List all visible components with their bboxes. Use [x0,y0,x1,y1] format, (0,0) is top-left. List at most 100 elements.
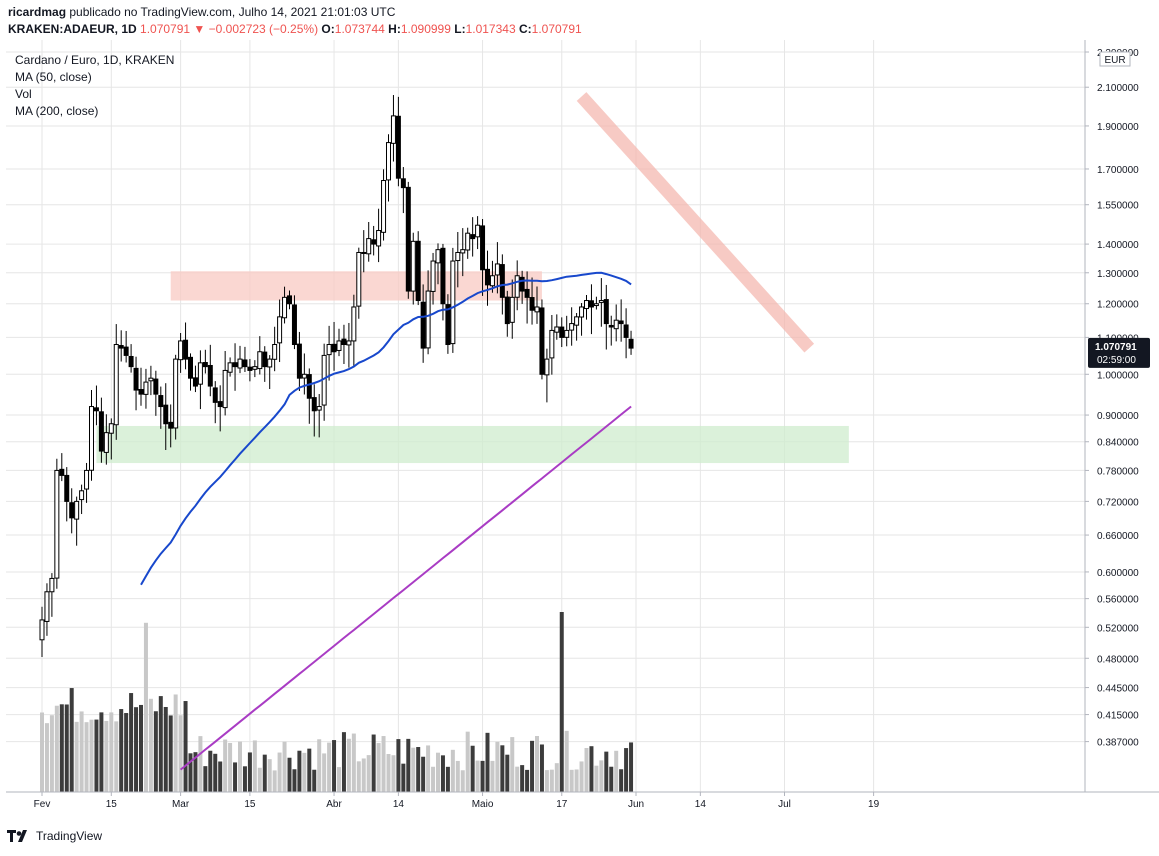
footer-brand[interactable]: TradingView [6,828,102,844]
legend-ma200[interactable]: MA (200, close) [15,104,99,118]
volume-bar [332,740,337,792]
volume-bar [183,701,188,792]
candle-up [430,260,436,292]
candle-down [306,374,312,399]
volume-bar [198,736,203,792]
candle-up [148,377,154,382]
volume-bar [178,715,183,792]
volume-bar [549,769,554,792]
candle-down [504,296,510,325]
candle-up [569,323,575,331]
candle-up [84,469,90,490]
candle-up [514,275,520,298]
volume-bar [376,743,381,792]
author-name[interactable]: ricardmag [8,5,67,19]
candle-down [618,320,624,325]
volume-bar [505,754,510,792]
volume-bar [485,732,490,792]
volume-bar [228,742,233,792]
volume-bar [530,740,535,792]
last-price: 1.070791 [140,22,191,36]
volume-bar [277,752,282,792]
candle-down [559,326,565,338]
candle-down [405,186,411,292]
currency-box [1099,51,1131,67]
close-label: C: [518,22,532,36]
candle-up [381,180,387,233]
volume-bar [440,755,445,792]
volume-bar [74,721,79,792]
candle-up [301,373,307,379]
plot-area [6,40,1085,792]
x-tick-label: Jun [628,799,644,810]
volume-bar [460,770,465,792]
candle-down [59,468,65,476]
volume-bar [391,755,396,792]
last-price-label: 1.070791 [1095,342,1137,353]
candle-up [173,358,179,429]
volume-bar [450,749,455,792]
candle-up [465,232,471,251]
price-chart[interactable]: 2.3000002.1000001.9000001.7000001.550000… [0,40,1159,820]
volume-bar [574,769,579,792]
last-price-badge [1088,337,1150,368]
candle-down [341,338,347,346]
x-tick-label: 19 [868,799,880,810]
legend-vol[interactable]: Vol [15,87,32,101]
volume-bar [431,766,436,792]
low-value: 1.017343 [465,22,516,36]
volume-bar [163,706,168,792]
candle-up [178,340,184,361]
candle-down [445,304,451,346]
candle-down [118,345,124,349]
candle-down [128,355,134,368]
volume-bar [208,750,213,792]
candle-up [277,316,283,344]
candle-up [390,115,396,144]
down-arrow-icon: ▼ [193,22,206,36]
y-tick-label: 1.900000 [1097,122,1139,133]
volume-bar [272,770,277,792]
legend-ma50[interactable]: MA (50, close) [15,70,92,84]
volume-bar [614,750,619,792]
volume-bar [396,739,401,792]
candle-up [544,358,550,376]
volume-bar [341,732,346,792]
volume-bar [490,760,495,792]
volume-bar [193,752,198,792]
candle-up [346,340,352,346]
tradingview-logo-icon [7,830,27,842]
candle-up [267,358,273,368]
chart-header: ricardmag publicado no TradingView.com, … [0,0,1159,44]
candle-down [420,301,426,349]
volume-bar [604,751,609,792]
volume-bar [267,759,272,792]
symbol-label: KRAKEN:ADAEUR, 1D [8,22,137,36]
volume-bar [520,765,525,792]
volume-bar [366,755,371,792]
candle-down [262,351,268,368]
volume-bar [282,741,287,792]
publish-line: ricardmag publicado no TradingView.com, … [8,5,395,19]
candle-up [386,142,391,181]
volume-bar [475,760,480,792]
candle-down [207,364,213,387]
candle-up [103,432,109,453]
y-tick-label: 1.300000 [1097,269,1139,280]
volume-bar [629,742,634,792]
legend: Cardano / Euro, 1D, KRAKEN MA (50, close… [15,52,174,120]
volume-bar [619,769,624,792]
candle-down [69,502,75,519]
volume-bar [609,766,614,792]
volume-bar [470,745,475,792]
volume-bar [84,722,89,792]
volume-bar [129,693,134,792]
candle-up [376,230,382,247]
candle-down [296,343,302,379]
volume-bar [317,739,322,792]
candle-down [93,407,99,412]
y-tick-label: 0.445000 [1097,684,1139,695]
volume-bar [143,622,148,792]
price-axis [1085,40,1159,792]
candle-down [470,234,476,240]
